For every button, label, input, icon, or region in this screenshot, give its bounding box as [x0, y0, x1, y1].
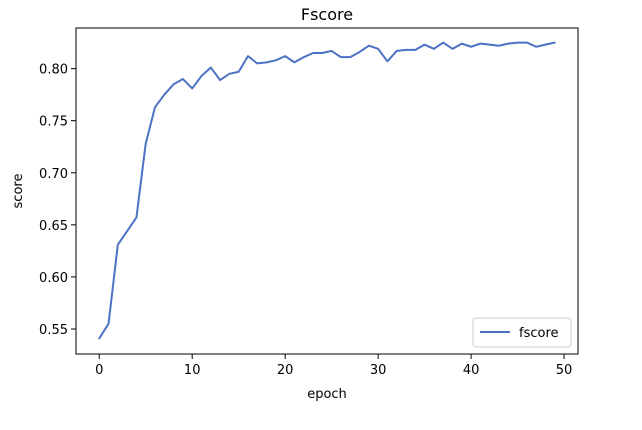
legend-label-fscore: fscore	[519, 326, 559, 341]
y-tick-label: 0.55	[39, 323, 68, 338]
y-axis: 0.55 0.60 0.65 0.70 0.75 0.80	[39, 63, 76, 338]
series-line-fscore	[98, 41, 556, 340]
x-tick-label: 40	[463, 363, 480, 378]
plot-frame	[75, 27, 579, 355]
y-tick-label: 0.75	[39, 115, 68, 130]
legend-box	[472, 317, 572, 348]
x-tick-label: 0	[95, 363, 103, 378]
plot-area	[98, 41, 556, 340]
y-tick-label: 0.70	[39, 167, 68, 182]
legend: fscore	[472, 317, 572, 348]
y-tick-label: 0.60	[39, 271, 68, 286]
x-tick-label: 30	[370, 363, 387, 378]
x-tick-label: 10	[184, 363, 201, 378]
y-tick-label: 0.80	[39, 63, 68, 78]
x-tick-label: 50	[556, 363, 573, 378]
y-axis-label: score	[11, 174, 26, 209]
x-axis-label: epoch	[307, 387, 347, 402]
x-tick-label: 20	[277, 363, 294, 378]
y-tick-label: 0.65	[39, 219, 68, 234]
chart-title: Fscore	[301, 5, 353, 24]
x-axis: 0 10 20 30 40 50	[95, 354, 572, 378]
